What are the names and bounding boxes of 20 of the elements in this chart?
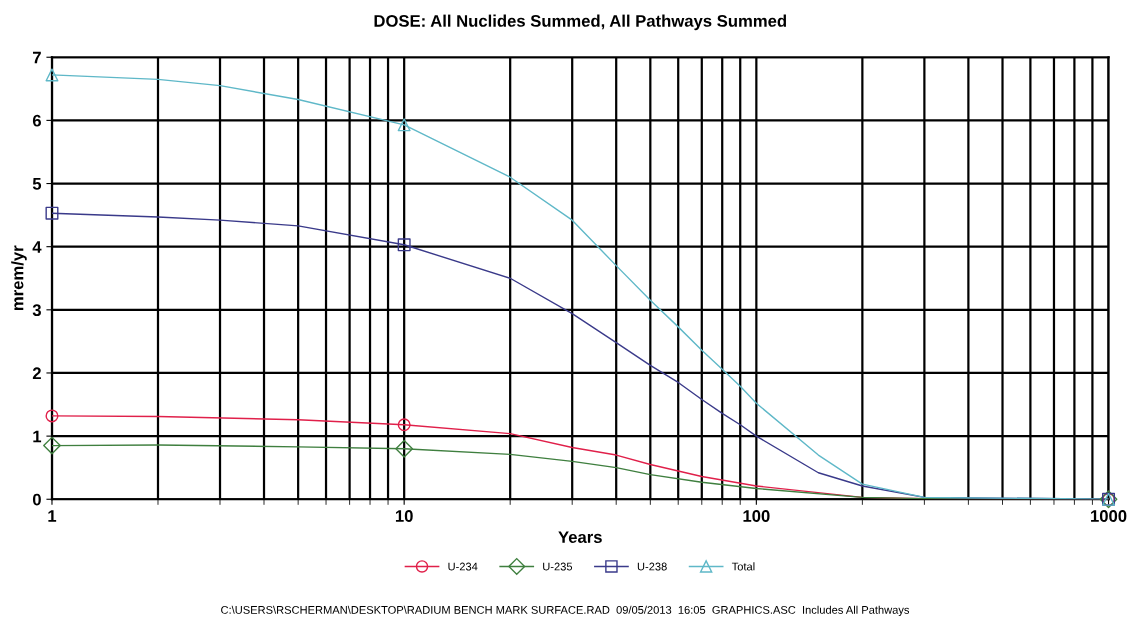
x-tick-label: 100 bbox=[743, 510, 770, 522]
y-tick-label: 0 bbox=[32, 493, 41, 506]
x-tick-label: 1000 bbox=[1091, 510, 1127, 522]
legend-label: U-235 bbox=[543, 562, 573, 571]
y-tick-label: 6 bbox=[32, 114, 41, 127]
x-axis-title: Years bbox=[558, 531, 602, 544]
legend-label: U-238 bbox=[637, 562, 667, 571]
y-tick-label: 7 bbox=[33, 51, 41, 64]
legend-label: U-234 bbox=[448, 562, 478, 571]
x-tick-label: 1 bbox=[48, 510, 57, 522]
y-tick-label: 3 bbox=[32, 304, 41, 317]
text: C:\USERS\RSCHERMAN\DESKTOP\RADIUM BENCH MARK SURFACE.RAD 09/05/2013 16:05 GRAPHICS.ASC Includes All Pathways bbox=[221, 605, 910, 617]
y-tick-label: 1 bbox=[33, 430, 42, 443]
chart-title: DOSE: All Nuclides Summed, All Pathways Summed bbox=[374, 14, 786, 31]
legend-label: Total bbox=[731, 562, 755, 571]
y-tick-label: 5 bbox=[32, 178, 42, 190]
y-axis-title: mrem/yr bbox=[11, 245, 27, 311]
x-tick-label: 10 bbox=[395, 510, 413, 522]
y-tick-label: 2 bbox=[32, 367, 41, 380]
y-tick-label: 4 bbox=[32, 241, 42, 253]
